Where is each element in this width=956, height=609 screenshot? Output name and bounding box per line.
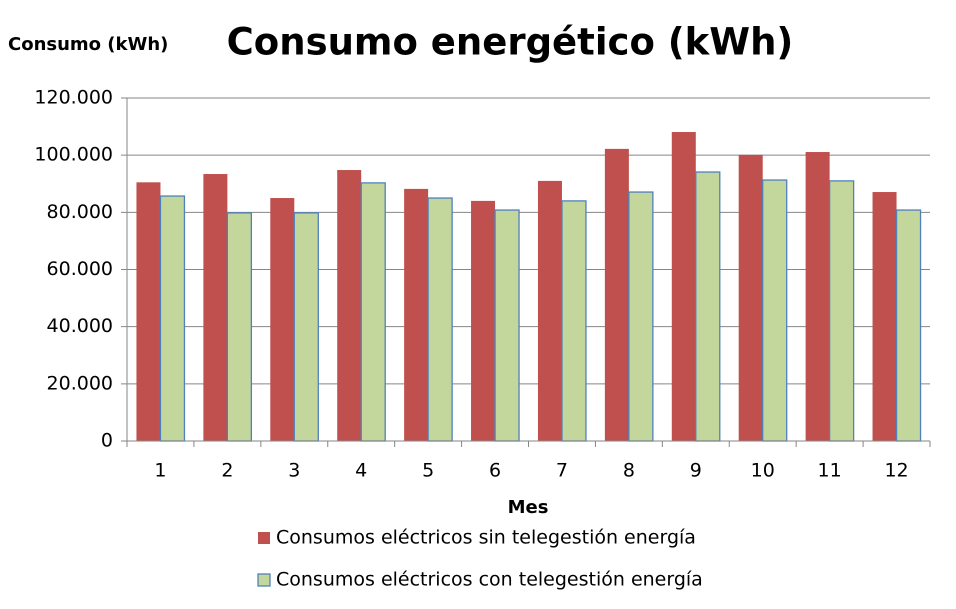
- bar: [604, 148, 629, 441]
- y-tick-label: 20.000: [47, 372, 113, 394]
- bar: [270, 198, 295, 441]
- bar: [203, 174, 228, 441]
- bar: [404, 188, 429, 441]
- y-tick-label: 60.000: [47, 258, 113, 280]
- bar: [628, 191, 654, 442]
- bar: [805, 152, 830, 441]
- x-tick-label: 9: [690, 460, 702, 482]
- bar: [561, 200, 587, 442]
- chart-title: Consumo energético (kWh): [227, 21, 794, 64]
- bar: [136, 182, 161, 441]
- y-tick-label: 40.000: [47, 315, 113, 337]
- bar: [427, 197, 453, 442]
- bar: [337, 170, 362, 441]
- y-tick-label: 120.000: [34, 87, 113, 109]
- bar: [226, 212, 253, 442]
- y-tick-label: 100.000: [34, 144, 113, 166]
- bar: [671, 132, 696, 441]
- x-axis-label: Mes: [508, 497, 549, 518]
- bar: [471, 200, 496, 441]
- legend-marker: [258, 532, 270, 544]
- bar: [494, 209, 520, 442]
- legend-marker: [257, 573, 271, 587]
- bar: [895, 209, 922, 442]
- x-tick-label: 3: [288, 460, 300, 482]
- x-tick-label: 7: [556, 460, 568, 482]
- legend-label: Consumos eléctricos con telegestión ener…: [276, 569, 703, 591]
- y-axis-label: Consumo (kWh): [8, 34, 168, 55]
- x-tick-label: 1: [154, 460, 166, 482]
- bar: [695, 171, 721, 442]
- y-tick-label: 0: [101, 430, 113, 452]
- bar: [828, 180, 855, 442]
- x-tick-label: 4: [355, 460, 367, 482]
- bar: [293, 212, 319, 442]
- bar: [360, 182, 386, 442]
- bar: [537, 180, 562, 441]
- x-tick-label: 8: [623, 460, 635, 482]
- x-tick-label: 6: [489, 460, 501, 482]
- bar: [738, 154, 763, 441]
- x-tick-label: 10: [751, 460, 775, 482]
- x-tick-label: 2: [221, 460, 233, 482]
- bar: [762, 179, 788, 442]
- x-tick-label: 11: [818, 460, 842, 482]
- x-tick-label: 5: [422, 460, 434, 482]
- x-tick-label: 12: [884, 460, 908, 482]
- y-tick-label: 80.000: [47, 201, 113, 223]
- bar: [872, 192, 897, 441]
- bar: [159, 195, 186, 442]
- legend-label: Consumos eléctricos sin telegestión ener…: [276, 527, 696, 549]
